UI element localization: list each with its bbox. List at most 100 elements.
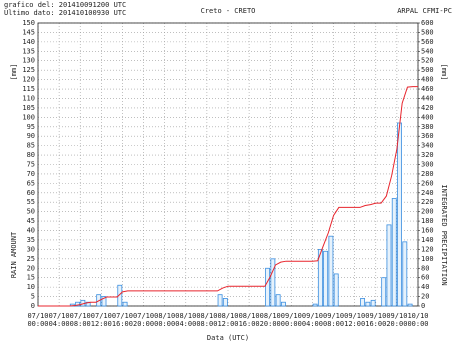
y2-tick-label: 540 <box>421 47 434 55</box>
y-tick-label: 70 <box>27 170 35 178</box>
bar <box>312 303 318 307</box>
y2-tick-label: 560 <box>421 38 434 46</box>
x-tick-label: 10/10 <box>407 312 428 320</box>
bar <box>328 235 334 307</box>
y2-tick-label: 120 <box>421 245 434 253</box>
x-tick-label: 20:00 <box>133 320 154 328</box>
y2-tick-label: 600 <box>421 19 434 27</box>
x-tick-label: 00:00 <box>407 320 428 328</box>
y2-tick-label: 40 <box>421 283 429 291</box>
y-tick-label: 10 <box>27 283 35 291</box>
y-tick-label: 5 <box>31 293 35 301</box>
x-tick-label: 12:00 <box>344 320 365 328</box>
x-tick-label: 09/10 <box>323 312 344 320</box>
bar <box>386 224 392 307</box>
bar <box>397 122 402 307</box>
x-tick-label: 04:00 <box>302 320 323 328</box>
y-tick-label: 150 <box>22 19 35 27</box>
bar <box>122 301 128 307</box>
x-tick-label: 08/10 <box>175 312 196 320</box>
y2-tick-label: 520 <box>421 57 434 65</box>
bar <box>333 273 339 307</box>
x-tick-label: 07/10 <box>112 312 133 320</box>
y-axis-unit: [mm] <box>10 64 18 81</box>
x-tick-label: 20:00 <box>386 320 407 328</box>
y2-tick-label: 260 <box>421 179 434 187</box>
bar <box>270 258 276 307</box>
y-tick-label: 75 <box>27 161 35 169</box>
x-tick-label: 16:00 <box>365 320 386 328</box>
y2-tick-label: 240 <box>421 189 434 197</box>
y2-tick-label: 580 <box>421 28 434 36</box>
y2-tick-label: 0 <box>421 302 425 310</box>
y2-tick-label: 80 <box>421 264 429 272</box>
x-tick-label: 08/10 <box>217 312 238 320</box>
bar <box>323 250 329 307</box>
bar <box>222 298 228 307</box>
x-tick-label: 16:00 <box>112 320 133 328</box>
y2-tick-label: 480 <box>421 76 434 84</box>
bar <box>265 267 271 307</box>
x-tick-label: 12:00 <box>91 320 112 328</box>
y-tick-label: 50 <box>27 208 35 216</box>
y-tick-label: 95 <box>27 123 35 131</box>
y2-tick-label: 440 <box>421 94 434 102</box>
bar <box>365 301 371 307</box>
y-tick-label: 115 <box>22 85 35 93</box>
bar <box>317 248 323 307</box>
x-tick-label: 07/10 <box>49 312 70 320</box>
y-tick-label: 25 <box>27 255 35 263</box>
x-tick-label: 04:00 <box>175 320 196 328</box>
x-tick-label: 07/10 <box>27 312 48 320</box>
y2-tick-label: 60 <box>421 274 429 282</box>
y2-tick-label: 340 <box>421 142 434 150</box>
y-tick-label: 110 <box>22 94 35 102</box>
y2-tick-label: 220 <box>421 198 434 206</box>
x-tick-label: 00:00 <box>154 320 175 328</box>
y-tick-label: 135 <box>22 47 35 55</box>
x-tick-label: 08:00 <box>323 320 344 328</box>
y2-tick-label: 360 <box>421 132 434 140</box>
x-axis-label: Data (UTC) <box>207 334 249 342</box>
x-tick-label: 07/10 <box>133 312 154 320</box>
y-tick-label: 130 <box>22 57 35 65</box>
x-tick-label: 00:00 <box>27 320 48 328</box>
y-tick-label: 145 <box>22 28 35 36</box>
x-tick-label: 09/10 <box>386 312 407 320</box>
y-tick-label: 125 <box>22 66 35 74</box>
chart-title: Creto - CRETO <box>201 7 256 15</box>
y2-tick-label: 100 <box>421 255 434 263</box>
x-tick-label: 09/10 <box>344 312 365 320</box>
y-tick-label: 60 <box>27 189 35 197</box>
x-tick-label: 00:00 <box>281 320 302 328</box>
x-tick-label: 16:00 <box>239 320 260 328</box>
bar <box>391 198 397 307</box>
y-tick-label: 20 <box>27 264 35 272</box>
x-tick-label: 09/10 <box>365 312 386 320</box>
y-tick-label: 80 <box>27 151 35 159</box>
y-tick-label: 40 <box>27 227 35 235</box>
x-tick-label: 09/10 <box>281 312 302 320</box>
header-left: grafico del: 201410091200 UTC <box>4 1 126 9</box>
y2-tick-label: 460 <box>421 85 434 93</box>
y2-tick-label: 20 <box>421 293 429 301</box>
x-tick-label: 08/10 <box>260 312 281 320</box>
y2-tick-label: 280 <box>421 170 434 178</box>
y-axis-label: RAIN AMOUNT <box>10 231 18 278</box>
bar <box>217 294 223 307</box>
header-right: ARPAL CFMI-PC <box>397 7 452 15</box>
y2-tick-label: 300 <box>421 161 434 169</box>
x-tick-label: 08:00 <box>196 320 217 328</box>
x-tick-label: 08/10 <box>239 312 260 320</box>
x-tick-label: 07/10 <box>91 312 112 320</box>
y-tick-label: 90 <box>27 132 35 140</box>
y2-tick-label: 380 <box>421 123 434 131</box>
bar <box>275 294 281 307</box>
x-tick-label: 08/10 <box>196 312 217 320</box>
x-tick-label: 08/10 <box>154 312 175 320</box>
y-tick-label: 55 <box>27 198 35 206</box>
bar <box>407 303 413 307</box>
bar <box>75 301 81 307</box>
y-tick-label: 85 <box>27 142 35 150</box>
cumulative-line <box>38 86 418 307</box>
